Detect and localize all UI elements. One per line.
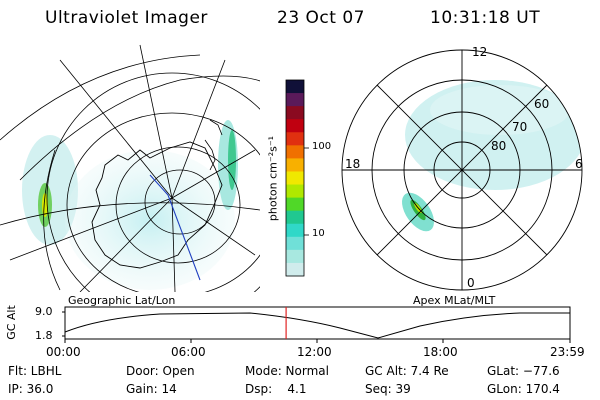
mlt-12-label: 12 <box>472 45 488 59</box>
colorbar-segment <box>286 80 304 94</box>
colorbar-segment <box>286 184 304 199</box>
timeline-xtick-0600: 06:00 <box>171 345 206 359</box>
colorbar-segment <box>286 197 304 212</box>
colorbar-tick-10: 10 <box>312 228 325 239</box>
info-gain: Gain: 14 <box>126 382 177 396</box>
colorbar-segment <box>286 93 304 107</box>
geographic-map <box>0 44 260 292</box>
colorbar-segment <box>286 236 304 251</box>
timeline-xtick-1800: 18:00 <box>423 345 458 359</box>
date-label: 23 Oct 07 <box>277 8 365 28</box>
colorbar-segment <box>286 262 304 277</box>
instrument-title: Ultraviolet Imager <box>45 8 208 28</box>
info-glon: GLon: 170.4 <box>487 382 560 396</box>
info-seq: Seq: 39 <box>365 382 411 396</box>
timeline-ytick-high: 9.0 <box>35 305 53 318</box>
timeline-ylabel: GC Alt <box>4 305 18 340</box>
geographic-caption: Geographic Lat/Lon <box>68 294 176 307</box>
colorbar-segment <box>286 249 304 264</box>
info-mode: Mode: Normal <box>245 364 329 378</box>
polar-caption: Apex MLat/MLT <box>413 294 496 307</box>
altitude-timeline <box>62 306 571 343</box>
info-gc-alt: GC Alt: 7.4 Re <box>365 364 449 378</box>
lat-70-label: 70 <box>512 120 528 134</box>
colorbar-segment <box>286 132 304 146</box>
colorbar-segment <box>286 119 304 133</box>
info-ip: IP: 36.0 <box>8 382 54 396</box>
timeline-xtick-2359: 23:59 <box>550 345 585 359</box>
colorbar-segment <box>286 171 304 186</box>
lat-60-label: 60 <box>534 97 550 111</box>
info-filter: Flt: LBHL <box>8 364 62 378</box>
colorbar-segment <box>286 210 304 225</box>
polar-map <box>341 49 583 291</box>
colorbar-tick-100: 100 <box>312 141 332 152</box>
colorbar-segment <box>286 158 304 172</box>
colorbar-segment <box>286 145 304 159</box>
mlt-6-label: 6 <box>575 157 583 171</box>
colorbar-unit-label: photon cm⁻²s⁻¹ <box>266 135 280 222</box>
timeline-xtick-0000: 00:00 <box>46 345 81 359</box>
timeline-xtick-1200: 12:00 <box>297 345 332 359</box>
colorbar-segment <box>286 223 304 238</box>
colorbar <box>286 80 304 277</box>
time-label: 10:31:18 UT <box>430 8 541 28</box>
lat-80-label: 80 <box>491 139 507 153</box>
info-door: Door: Open <box>126 364 195 378</box>
info-glat: GLat: −77.6 <box>487 364 560 378</box>
info-dsp: Dsp: 4.1 <box>245 382 307 396</box>
mlt-18-label: 18 <box>345 157 361 171</box>
mlt-0-label: 0 <box>467 276 475 290</box>
timeline-ytick-low: 1.8 <box>35 329 53 342</box>
colorbar-segment <box>286 106 304 120</box>
